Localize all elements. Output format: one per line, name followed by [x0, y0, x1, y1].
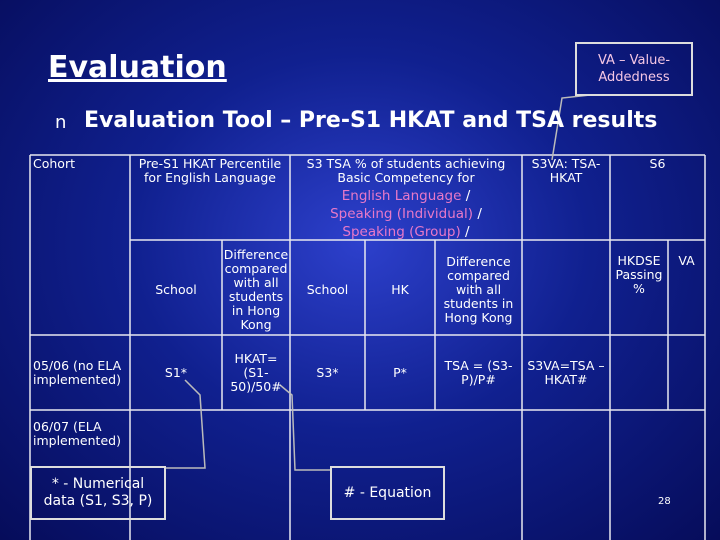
- cohort-cell: 05/06 (no ELA implemented): [33, 357, 122, 387]
- separator: /: [465, 188, 471, 204]
- subheader-cell: Difference compared with all students in…: [443, 254, 514, 325]
- subject: English Language: [341, 188, 462, 204]
- bullet: n: [55, 112, 67, 133]
- subtitle: Evaluation Tool – Pre-S1 HKAT and TSA re…: [84, 108, 658, 133]
- subject-line: Speaking (Group) /: [342, 223, 469, 241]
- subheader-cell: School: [306, 282, 349, 297]
- subject: Speaking (Group): [342, 224, 461, 240]
- subheader-cell: Difference compared with all students in…: [223, 247, 289, 332]
- header-cell: S6: [649, 156, 666, 171]
- cohort-cell: 06/07 (ELA implemented): [33, 419, 121, 448]
- cell: S3VA=TSA – HKAT#: [527, 357, 605, 387]
- header-cell: Cohort: [33, 156, 75, 171]
- separator: /: [465, 224, 470, 240]
- page-number: 28: [658, 496, 671, 507]
- header-cell: S3 TSA % of students achieving Basic Com…: [306, 156, 506, 185]
- title: Evaluation: [48, 50, 227, 85]
- subject: Speaking (Individual): [330, 206, 474, 222]
- subheader-cell: HK: [391, 282, 409, 297]
- callout-numerical: * - Numerical data (S1, S3, P): [30, 466, 166, 520]
- cell: S1*: [164, 364, 188, 380]
- separator: /: [477, 206, 482, 222]
- cell: P*: [393, 364, 407, 380]
- subject-line: Speaking (Individual) /: [330, 205, 482, 223]
- header-cell: Pre-S1 HKAT Percentile for English Langu…: [138, 156, 282, 185]
- subheader-cell: School: [155, 282, 197, 297]
- subject-list: English Language / Speaking (Individual)…: [290, 187, 522, 241]
- cell: HKAT= (S1-50)/50#: [230, 350, 282, 394]
- callout-va: VA – Value-Addedness: [575, 42, 693, 96]
- cell: TSA = (S3-P)/P#: [444, 357, 513, 387]
- header-cell: S3VA: TSA-HKAT: [531, 156, 601, 185]
- subheader-cell: VA: [678, 253, 695, 268]
- subheader-cell: HKDSE Passing %: [615, 253, 663, 296]
- cell: S3*: [316, 364, 339, 380]
- subject-line: English Language /: [342, 187, 471, 205]
- callout-equation: # - Equation: [330, 466, 445, 520]
